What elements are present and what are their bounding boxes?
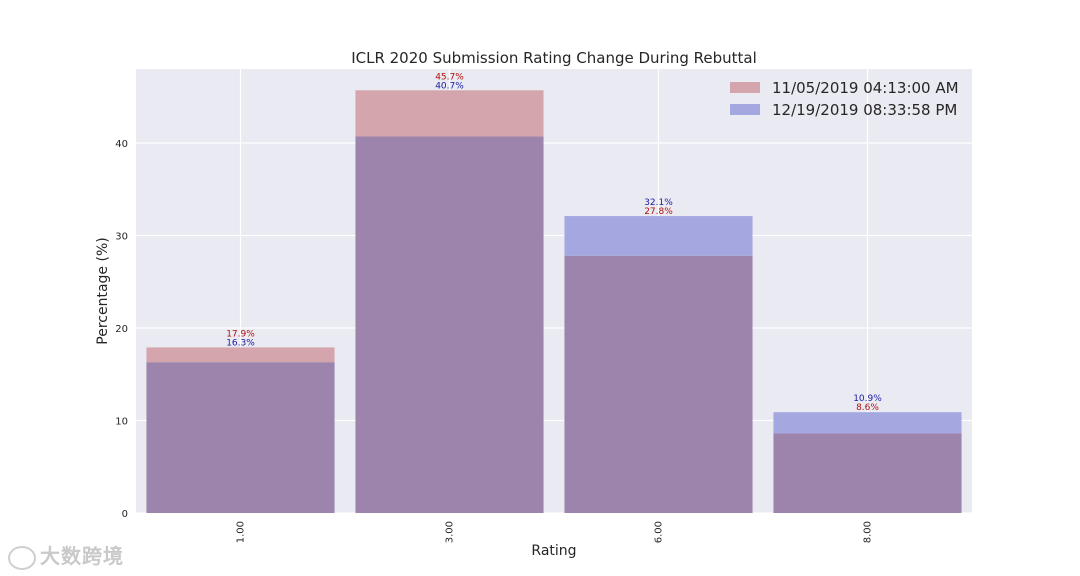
y-tick-label: 40: [115, 139, 128, 150]
watermark: 大数跨境: [8, 540, 124, 570]
x-tick-labels: 1.00 3.00 6.00 8.00: [236, 521, 874, 543]
y-tick-label: 20: [115, 324, 128, 335]
y-tick-label: 0: [122, 509, 128, 520]
data-label-s1-6.00: 27.8%: [644, 207, 673, 217]
y-tick-label: 10: [115, 417, 128, 428]
chart-title: ICLR 2020 Submission Rating Change Durin…: [351, 49, 757, 67]
legend-swatch-1: [730, 82, 760, 93]
x-tick-label: 1.00: [236, 521, 247, 543]
legend: 11/05/2019 04:13:00 AM 12/19/2019 08:33:5…: [730, 79, 959, 119]
legend-swatch-2: [730, 104, 760, 115]
y-tick-label: 30: [115, 232, 128, 243]
x-axis-label: Rating: [531, 543, 576, 559]
y-axis-label: Percentage (%): [95, 237, 111, 344]
bar-overlap-6.00: [564, 255, 753, 513]
bar-overlap-8.00: [773, 433, 962, 513]
data-label-s2-6.00: 32.1%: [644, 198, 673, 208]
data-label-s1-1.00: 17.9%: [226, 329, 255, 339]
data-label-s1-8.00: 8.6%: [856, 403, 879, 413]
watermark-logo-icon: [8, 545, 36, 570]
watermark-text: 大数跨境: [40, 544, 124, 568]
bar-s2-8.00: [773, 412, 962, 434]
x-tick-label: 6.00: [654, 521, 665, 543]
data-label-s1-3.00: 45.7%: [435, 72, 464, 82]
x-tick-label: 3.00: [445, 521, 456, 543]
bar-s2-6.00: [564, 216, 753, 256]
legend-label-1: 11/05/2019 04:13:00 AM: [772, 79, 959, 97]
bar-overlap-1.00: [146, 362, 335, 513]
legend-label-2: 12/19/2019 08:33:58 PM: [772, 101, 957, 119]
bar-s1-3.00: [355, 90, 544, 137]
data-label-s2-3.00: 40.7%: [435, 81, 464, 91]
bars: [146, 90, 962, 513]
bar-s1-1.00: [146, 347, 335, 363]
data-label-s2-1.00: 16.3%: [226, 338, 255, 348]
x-tick-label: 8.00: [863, 521, 874, 543]
bar-overlap-3.00: [355, 136, 544, 513]
data-labels: 17.9%16.3% 45.7%40.7% 32.1%27.8% 10.9%8.6%: [226, 72, 882, 413]
y-tick-labels: 0 10 20 30 40: [115, 139, 128, 520]
data-label-s2-8.00: 10.9%: [853, 394, 882, 404]
